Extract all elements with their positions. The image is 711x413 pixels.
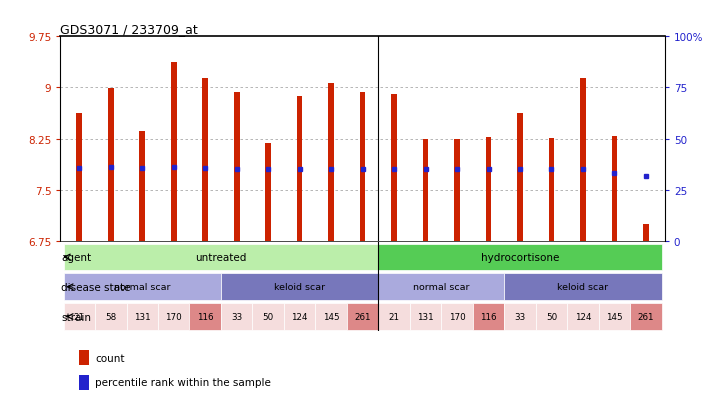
Text: 50: 50 xyxy=(262,312,274,321)
Text: 33: 33 xyxy=(514,312,525,321)
Text: 116: 116 xyxy=(197,312,213,321)
Bar xyxy=(410,304,442,330)
Text: 124: 124 xyxy=(574,312,591,321)
Bar xyxy=(158,304,190,330)
Text: 131: 131 xyxy=(134,312,151,321)
Bar xyxy=(391,95,397,242)
Bar xyxy=(203,79,208,242)
Text: hydrocortisone: hydrocortisone xyxy=(481,252,559,262)
Bar xyxy=(63,274,221,300)
Bar xyxy=(127,304,158,330)
Bar xyxy=(360,93,365,242)
Text: 145: 145 xyxy=(606,312,623,321)
Bar xyxy=(190,304,221,330)
Bar xyxy=(378,304,410,330)
Text: agent: agent xyxy=(61,252,92,262)
Text: keloid scar: keloid scar xyxy=(557,282,609,292)
Text: keloid scar: keloid scar xyxy=(274,282,325,292)
Bar xyxy=(328,83,334,242)
Bar xyxy=(63,304,95,330)
Bar xyxy=(378,274,504,300)
Text: 50: 50 xyxy=(546,312,557,321)
Bar xyxy=(567,304,599,330)
Bar xyxy=(234,93,240,242)
Text: 116: 116 xyxy=(480,312,497,321)
Text: 124: 124 xyxy=(292,312,308,321)
Bar xyxy=(442,304,473,330)
Text: 261: 261 xyxy=(638,312,654,321)
Text: 145: 145 xyxy=(323,312,339,321)
Bar xyxy=(535,304,567,330)
Bar xyxy=(139,131,145,242)
Bar xyxy=(486,138,491,242)
Bar xyxy=(171,62,176,242)
Text: 58: 58 xyxy=(105,312,117,321)
Text: 170: 170 xyxy=(449,312,466,321)
Text: untreated: untreated xyxy=(196,252,247,262)
Bar xyxy=(517,114,523,242)
Bar xyxy=(504,274,662,300)
Bar xyxy=(63,244,378,271)
Text: 170: 170 xyxy=(166,312,182,321)
Bar xyxy=(221,274,378,300)
Bar xyxy=(316,304,347,330)
Text: count: count xyxy=(95,353,125,363)
Bar xyxy=(265,143,271,242)
Bar xyxy=(454,140,460,242)
Bar xyxy=(252,304,284,330)
Bar xyxy=(549,139,555,242)
Bar xyxy=(284,304,316,330)
Bar xyxy=(423,140,429,242)
Bar xyxy=(630,304,662,330)
Bar xyxy=(347,304,378,330)
Text: normal scar: normal scar xyxy=(114,282,171,292)
Text: 261: 261 xyxy=(354,312,371,321)
Text: strain: strain xyxy=(61,312,92,322)
Text: GDS3071 / 233709_at: GDS3071 / 233709_at xyxy=(60,23,198,36)
Bar xyxy=(599,304,630,330)
Text: 21: 21 xyxy=(389,312,400,321)
Text: 21: 21 xyxy=(74,312,85,321)
Bar xyxy=(77,114,82,242)
Bar xyxy=(611,137,617,242)
Bar xyxy=(580,79,586,242)
Bar xyxy=(95,304,127,330)
Bar xyxy=(378,244,662,271)
Text: 131: 131 xyxy=(417,312,434,321)
Bar xyxy=(504,304,535,330)
Text: normal scar: normal scar xyxy=(413,282,469,292)
Bar xyxy=(296,97,302,242)
Text: percentile rank within the sample: percentile rank within the sample xyxy=(95,377,272,387)
Bar xyxy=(108,89,114,242)
Bar xyxy=(79,375,90,390)
Bar xyxy=(79,350,90,366)
Text: disease state: disease state xyxy=(61,282,131,292)
Text: 33: 33 xyxy=(231,312,242,321)
Bar xyxy=(473,304,504,330)
Bar xyxy=(643,225,648,242)
Bar xyxy=(221,304,252,330)
